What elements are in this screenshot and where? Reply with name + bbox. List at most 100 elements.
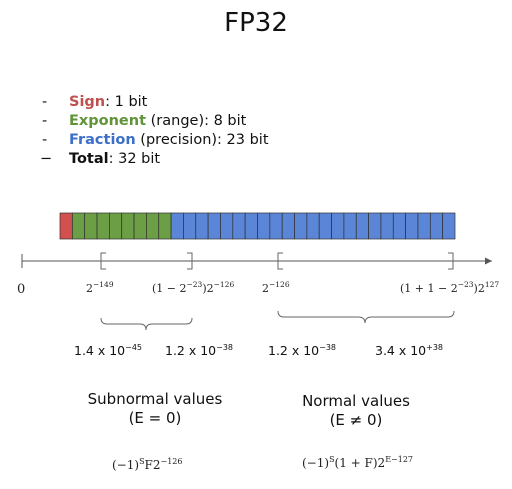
fraction-bit-cell [195, 212, 209, 240]
legend-term: Exponent [69, 113, 147, 129]
legend-item-sign: - Sign: 1 bit [42, 94, 148, 110]
subnormal-max-decimal: 1.2 x 10−38 [165, 343, 233, 358]
exponent-bit-cell [133, 212, 147, 240]
normal-group-label: Normal values (E ≠ 0) [270, 392, 442, 430]
diagram-title: FP32 [224, 8, 288, 38]
normal-min-decimal: 1.2 x 10−38 [268, 343, 336, 358]
group-name: Normal values [302, 392, 410, 410]
subnormal-formula: (−1)SF2−126 [112, 457, 183, 472]
fraction-bit-cell [318, 212, 332, 240]
fraction-bit-cell [244, 212, 258, 240]
group-condition: (E ≠ 0) [329, 411, 383, 429]
fraction-bit-cell [269, 212, 283, 240]
subnormal-min-decimal: 1.4 x 10−45 [74, 343, 142, 358]
tick-exponent: −23 [186, 280, 203, 289]
fraction-bit-cell [380, 212, 394, 240]
fraction-bit-cell [392, 212, 406, 240]
legend-item-total: − Total: 32 bit [40, 151, 161, 167]
legend-term: Sign [69, 94, 106, 110]
axis-zero-label: 0 [17, 282, 26, 297]
normal-open-bracket [277, 252, 283, 270]
normal-close-bracket [448, 252, 454, 270]
tick-base: 2 [262, 282, 269, 295]
legend-desc: (precision): 23 bit [135, 132, 269, 148]
fraction-bit-cell [343, 212, 357, 240]
fraction-bit-cell [355, 212, 369, 240]
fraction-bit-cell [257, 212, 271, 240]
exponent-bit-cell [84, 212, 98, 240]
decimal-exponent: −45 [125, 343, 143, 352]
tick-base: 2 [86, 282, 93, 295]
legend-desc: (range): 8 bit [146, 113, 247, 129]
legend-desc: : 1 bit [105, 94, 148, 110]
decimal-exponent: −38 [319, 343, 337, 352]
decimal-mantissa: 3.4 x 10 [375, 343, 427, 358]
exponent-bit-cell [71, 212, 86, 240]
normal-min-label: 2−126 [262, 280, 290, 295]
fraction-bit-cell [183, 212, 197, 240]
formula-exponent: S [139, 457, 145, 466]
fraction-bit-cell [417, 212, 431, 240]
group-condition: (E = 0) [128, 409, 182, 427]
exponent-bit-cell [96, 212, 110, 240]
bit-legend: - Sign: 1 bit - Exponent (range): 8 bit -F… [40, 93, 269, 169]
tick-part: (1 − 2 [152, 282, 187, 295]
bit-bar [59, 212, 456, 240]
formula-exponent: E−127 [385, 455, 414, 464]
formula-part: (−1) [302, 456, 330, 470]
fraction-bit-cell [306, 212, 320, 240]
fraction-bit-cell [294, 212, 308, 240]
tick-exponent: −23 [457, 280, 474, 289]
fraction-bit-cell [281, 212, 295, 240]
decimal-exponent: +38 [426, 343, 444, 352]
formula-part: (1 + F)2 [334, 456, 386, 470]
decimal-mantissa: 1.4 x 10 [74, 343, 126, 358]
fraction-bit-cell [405, 212, 419, 240]
fraction-bit-cell [429, 212, 444, 240]
exponent-bit-cell [109, 212, 123, 240]
normal-formula: (−1)S(1 + F)2E−127 [302, 455, 413, 470]
fraction-bit-cell [368, 212, 382, 240]
tick-part: (1 + 1 − 2 [400, 282, 458, 295]
formula-part: F2 [144, 458, 161, 472]
decimal-exponent: −38 [216, 343, 234, 352]
legend-term: Total [69, 151, 109, 167]
tick-exponent: −149 [93, 280, 114, 289]
legend-item-fraction: - Fraction (precision): 23 bit [42, 132, 269, 148]
normal-brace [277, 310, 455, 324]
normal-max-label: (1 + 1 − 2−23)2127 [400, 280, 499, 295]
formula-part: (−1) [112, 458, 140, 472]
fraction-bit-cell [170, 212, 184, 240]
axis-arrow-icon [485, 257, 492, 265]
decimal-mantissa: 1.2 x 10 [268, 343, 320, 358]
exponent-bit-cell [146, 212, 160, 240]
formula-exponent: −126 [160, 457, 183, 466]
fraction-bit-cell [331, 212, 345, 240]
fraction-bit-cell [232, 212, 246, 240]
legend-item-exponent: - Exponent (range): 8 bit [42, 113, 247, 129]
tick-part: )2 [473, 282, 485, 295]
subnormal-open-bracket [100, 252, 106, 270]
subnormal-group-label: Subnormal values (E = 0) [60, 390, 250, 428]
formula-exponent: S [329, 455, 335, 464]
sign-bit-cell [59, 212, 73, 240]
exponent-bit-cell [158, 212, 172, 240]
fraction-bit-cell [220, 212, 234, 240]
fraction-bit-cell [207, 212, 221, 240]
subnormal-close-bracket [187, 252, 193, 270]
tick-part: )2 [202, 282, 214, 295]
decimal-mantissa: 1.2 x 10 [165, 343, 217, 358]
subnormal-brace [100, 317, 193, 331]
group-name: Subnormal values [87, 390, 223, 408]
legend-term: Fraction [69, 132, 136, 148]
subnormal-min-label: 2−149 [86, 280, 114, 295]
number-line [21, 252, 492, 270]
fraction-bit-cell [442, 212, 456, 240]
normal-max-decimal: 3.4 x 10+38 [375, 343, 443, 358]
tick-exponent: 127 [484, 280, 500, 289]
tick-exponent: −126 [213, 280, 235, 289]
legend-desc: : 32 bit [108, 151, 161, 167]
tick-exponent: −126 [269, 280, 290, 289]
exponent-bit-cell [121, 212, 135, 240]
